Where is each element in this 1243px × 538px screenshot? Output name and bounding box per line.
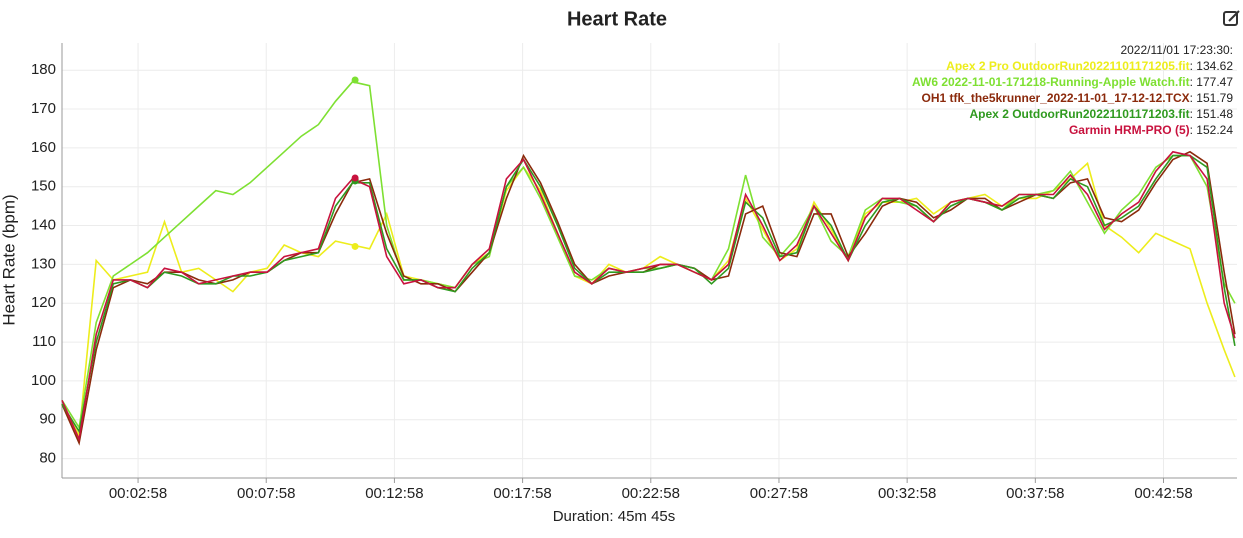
- hover-point: [351, 76, 359, 84]
- y-tick-label: 100: [31, 372, 56, 389]
- x-tick-label: 00:32:58: [878, 485, 936, 502]
- edit-icon-box[interactable]: [1223, 11, 1238, 26]
- x-tick-label: 00:12:58: [365, 485, 423, 502]
- hover-point: [351, 242, 359, 250]
- y-tick-label: 80: [39, 450, 56, 467]
- legend-value: 134.62: [1196, 59, 1233, 73]
- legend-name: Apex 2 Pro OutdoorRun20221101171205.fit: [946, 59, 1189, 73]
- legend-separator: :: [1190, 123, 1197, 137]
- legend-title: 2022/11/01 17:23:30:: [1120, 43, 1233, 57]
- x-tick-label: 00:22:58: [622, 485, 680, 502]
- x-axis-label: Duration: 45m 45s: [553, 508, 676, 525]
- y-tick-label: 180: [31, 61, 56, 78]
- legend-name: Garmin HRM-PRO (5): [1069, 123, 1190, 137]
- legend-name: Apex 2 OutdoorRun20221101171203.fit: [970, 107, 1190, 121]
- legend-entry: Garmin HRM-PRO (5): 152.24: [1069, 123, 1233, 137]
- series-line: [61, 154, 1236, 434]
- legend-entry: Apex 2 Pro OutdoorRun20221101171205.fit:…: [946, 59, 1233, 73]
- legend-name: OH1 tfk_the5krunner_2022-11-01_17-12-12.…: [921, 91, 1189, 105]
- y-tick-label: 120: [31, 294, 56, 311]
- series-line: [61, 150, 1236, 446]
- legend-entry: OH1 tfk_the5krunner_2022-11-01_17-12-12.…: [921, 91, 1233, 105]
- x-tick-label: 00:37:58: [1006, 485, 1064, 502]
- y-tick-label: 140: [31, 217, 56, 234]
- x-tick-label: 00:02:58: [109, 485, 167, 502]
- legend-entry: AW6 2022-11-01-171218-Running-Apple Watc…: [912, 75, 1233, 89]
- chart-title: Heart Rate: [567, 8, 667, 30]
- legend-value: 152.24: [1196, 123, 1233, 137]
- x-tick-label: 00:27:58: [750, 485, 808, 502]
- legend-name: AW6 2022-11-01-171218-Running-Apple Watc…: [912, 75, 1190, 89]
- y-tick-label: 110: [32, 333, 56, 350]
- hover-point: [351, 174, 359, 182]
- y-tick-label: 170: [31, 100, 56, 117]
- edit-icon[interactable]: [1223, 10, 1240, 26]
- y-tick-label: 160: [31, 139, 56, 156]
- legend-separator: :: [1190, 107, 1197, 121]
- legend-value: 177.47: [1196, 75, 1233, 89]
- series-line: [61, 80, 1236, 430]
- x-tick-label: 00:17:58: [493, 485, 551, 502]
- y-tick-label: 150: [31, 178, 56, 195]
- legend-value: 151.79: [1196, 91, 1233, 105]
- x-tick-label: 00:07:58: [237, 485, 295, 502]
- y-tick-label: 130: [31, 255, 56, 272]
- series-line: [61, 161, 1236, 438]
- legend-separator: :: [1190, 59, 1197, 73]
- legend-separator: :: [1190, 91, 1197, 105]
- series-line: [61, 150, 1236, 442]
- edit-icon-pen[interactable]: [1228, 10, 1240, 22]
- y-axis-label: Heart Rate (bpm): [0, 194, 18, 325]
- legend-separator: :: [1190, 75, 1197, 89]
- legend-entry: Apex 2 OutdoorRun20221101171203.fit: 151…: [970, 107, 1234, 121]
- y-tick-label: 90: [39, 411, 56, 428]
- legend-value: 151.48: [1196, 107, 1233, 121]
- x-tick-label: 00:42:58: [1134, 485, 1192, 502]
